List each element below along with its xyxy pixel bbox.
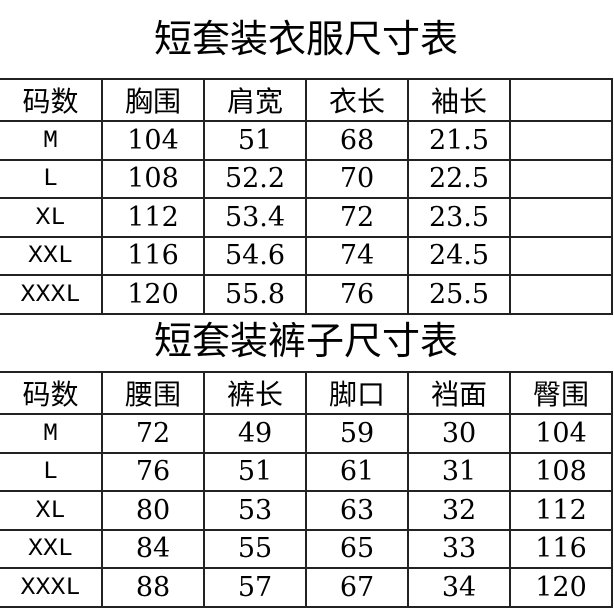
column-header: 衣长: [305, 78, 409, 122]
column-header: 码数: [0, 371, 103, 415]
measurement-cell: 51: [203, 120, 307, 161]
table-row: XXL 116 54.6 74 24.5: [0, 235, 613, 276]
measurement-cell: [509, 197, 613, 238]
size-cell: L: [0, 451, 103, 492]
size-cell: M: [0, 120, 103, 161]
measurement-cell: [509, 235, 613, 276]
measurement-cell: 52.2: [203, 158, 307, 199]
measurement-cell: [509, 158, 613, 199]
measurement-cell: 51: [203, 451, 307, 492]
measurement-cell: 55: [203, 528, 307, 569]
size-cell: XL: [0, 490, 103, 531]
measurement-cell: 88: [101, 567, 205, 608]
measurement-cell: 70: [305, 158, 409, 199]
column-header: 码数: [0, 78, 103, 122]
tops-size-chart-title: 短套装衣服尺寸表: [153, 17, 458, 61]
column-header: 胸围: [101, 78, 205, 122]
header-row: 码数 胸围 肩宽 衣长 袖长: [0, 78, 613, 122]
measurement-cell: 57: [203, 567, 307, 608]
pants-size-chart-title: 短套装裤子尺寸表: [153, 319, 458, 363]
measurement-cell: 76: [101, 451, 205, 492]
table-row: XL 80 53 63 32 112: [0, 490, 613, 531]
measurement-cell: 112: [101, 197, 205, 238]
column-header: [509, 78, 613, 122]
table-row: M 72 49 59 30 104: [0, 413, 613, 454]
measurement-cell: 72: [305, 197, 409, 238]
table-row: L 108 52.2 70 22.5: [0, 158, 613, 199]
measurement-cell: 24.5: [407, 235, 511, 276]
measurement-cell: 80: [101, 490, 205, 531]
size-cell: XXL: [0, 528, 103, 569]
measurement-cell: [509, 120, 613, 161]
table-row: M 104 51 68 21.5: [0, 120, 613, 161]
table-row: XXL 84 55 65 33 116: [0, 528, 613, 569]
measurement-cell: 31: [407, 451, 511, 492]
measurement-cell: 120: [509, 567, 613, 608]
table-row: XL 112 53.4 72 23.5: [0, 197, 613, 238]
size-cell: XXL: [0, 235, 103, 276]
measurement-cell: 65: [305, 528, 409, 569]
size-cell: XL: [0, 197, 103, 238]
measurement-cell: 104: [509, 413, 613, 454]
measurement-cell: 53: [203, 490, 307, 531]
measurement-cell: 104: [101, 120, 205, 161]
measurement-cell: 25.5: [407, 274, 511, 315]
measurement-cell: 108: [509, 451, 613, 492]
measurement-cell: 54.6: [203, 235, 307, 276]
measurement-cell: 108: [101, 158, 205, 199]
table-row: XXXL 88 57 67 34 120: [0, 567, 613, 608]
measurement-cell: 120: [101, 274, 205, 315]
table-row: XXXL 120 55.8 76 25.5: [0, 274, 613, 315]
measurement-cell: 21.5: [407, 120, 511, 161]
column-header: 臀围: [509, 371, 613, 415]
measurement-cell: 116: [509, 528, 613, 569]
column-header: 袖长: [407, 78, 511, 122]
column-header: 裆面: [407, 371, 511, 415]
tops-size-table: 码数 胸围 肩宽 衣长 袖长 M 104 51 68 21.5 L 108 52.2 70 22.5 XL 11…: [0, 78, 613, 315]
table-row: L 76 51 61 31 108: [0, 451, 613, 492]
measurement-cell: [509, 274, 613, 315]
measurement-cell: 23.5: [407, 197, 511, 238]
column-header: 肩宽: [203, 78, 307, 122]
measurement-cell: 53.4: [203, 197, 307, 238]
column-header: 脚口: [305, 371, 409, 415]
measurement-cell: 22.5: [407, 158, 511, 199]
size-cell: XXXL: [0, 274, 103, 315]
measurement-cell: 34: [407, 567, 511, 608]
column-header: 腰围: [101, 371, 205, 415]
measurement-cell: 112: [509, 490, 613, 531]
measurement-cell: 67: [305, 567, 409, 608]
measurement-cell: 76: [305, 274, 409, 315]
size-cell: XXXL: [0, 567, 103, 608]
measurement-cell: 49: [203, 413, 307, 454]
measurement-cell: 30: [407, 413, 511, 454]
measurement-cell: 63: [305, 490, 409, 531]
header-row: 码数 腰围 裤长 脚口 裆面 臀围: [0, 371, 613, 415]
column-header: 裤长: [203, 371, 307, 415]
measurement-cell: 61: [305, 451, 409, 492]
size-cell: L: [0, 158, 103, 199]
measurement-cell: 84: [101, 528, 205, 569]
measurement-cell: 32: [407, 490, 511, 531]
measurement-cell: 74: [305, 235, 409, 276]
pants-size-table: 码数 腰围 裤长 脚口 裆面 臀围 M 72 49 59 30 104 L 76 51 61 31 108 XL 80…: [0, 371, 613, 608]
measurement-cell: 59: [305, 413, 409, 454]
measurement-cell: 33: [407, 528, 511, 569]
measurement-cell: 116: [101, 235, 205, 276]
measurement-cell: 68: [305, 120, 409, 161]
measurement-cell: 72: [101, 413, 205, 454]
size-cell: M: [0, 413, 103, 454]
measurement-cell: 55.8: [203, 274, 307, 315]
